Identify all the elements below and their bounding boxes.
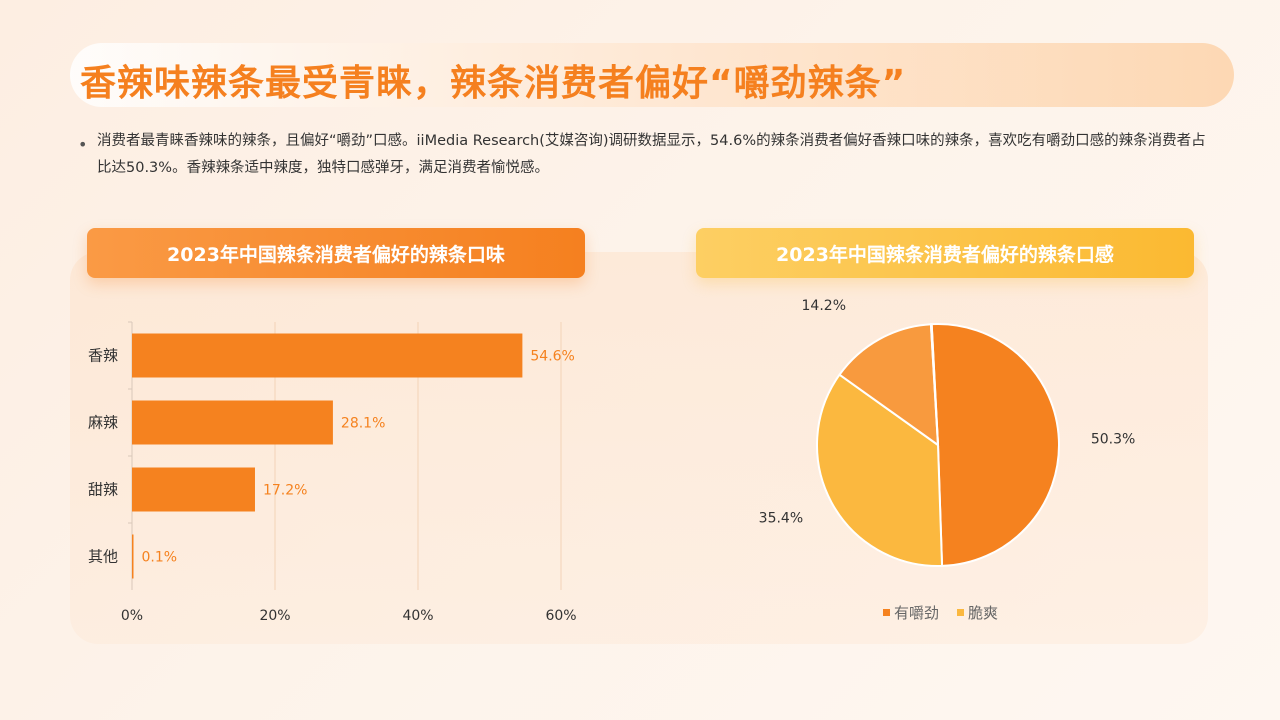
pie-slice xyxy=(838,323,940,448)
x-tick-label: 0% xyxy=(121,608,143,624)
pie-value-label: 0.1% xyxy=(882,290,918,293)
bar xyxy=(132,333,523,378)
page-title: 香辣味辣条最受青睐，辣条消费者偏好“嚼劲辣条” xyxy=(80,63,907,104)
legend-swatch xyxy=(957,609,964,616)
pie-slice xyxy=(929,323,939,446)
pie-value-label: 14.2% xyxy=(802,298,846,314)
bar-value-label: 0.1% xyxy=(142,550,178,566)
category-label: 甜辣 xyxy=(88,481,118,499)
pie-slice xyxy=(816,373,944,567)
bar-value-label: 28.1% xyxy=(341,416,385,432)
x-tick-label: 60% xyxy=(545,608,576,624)
legend-label: 脆爽 xyxy=(968,604,998,622)
pie-chart: 50.3% 35.4% 14.2% 0.1% 有嚼劲 脆爽 xyxy=(759,290,1136,622)
intro-paragraph: 消费者最青睐香辣味的辣条，且偏好“嚼劲”口感。iiMedia Research(… xyxy=(97,133,1206,176)
bar-chart-title: 2023年中国辣条消费者偏好的辣条口味 xyxy=(87,228,585,278)
bar-value-label: 17.2% xyxy=(263,483,307,499)
category-label: 其他 xyxy=(88,548,118,566)
x-tick-label: 40% xyxy=(402,608,433,624)
bullet-point: • xyxy=(78,135,88,154)
pie-chart-title: 2023年中国辣条消费者偏好的辣条口感 xyxy=(696,228,1194,278)
pie-slice xyxy=(930,323,1060,567)
legend-item: 脆爽 xyxy=(957,604,998,622)
pie-value-label: 35.4% xyxy=(759,510,803,526)
category-label: 香辣 xyxy=(88,347,118,365)
bar-chart: 0% 20% 40% 60% 香辣 54.6% 麻辣 28.1% 甜辣 17.2% 其他 0.1% xyxy=(88,321,577,624)
bar xyxy=(132,467,255,512)
pie-value-label: 50.3% xyxy=(1091,431,1135,447)
category-label: 麻辣 xyxy=(88,414,118,432)
x-tick-label: 20% xyxy=(259,608,290,624)
legend-swatch xyxy=(883,609,890,616)
bar xyxy=(132,400,333,445)
legend-label: 有嚼劲 xyxy=(894,604,939,622)
bar-value-label: 54.6% xyxy=(530,349,574,365)
legend-item: 有嚼劲 xyxy=(883,604,939,622)
title-banner xyxy=(70,43,1234,107)
bar xyxy=(132,534,134,579)
